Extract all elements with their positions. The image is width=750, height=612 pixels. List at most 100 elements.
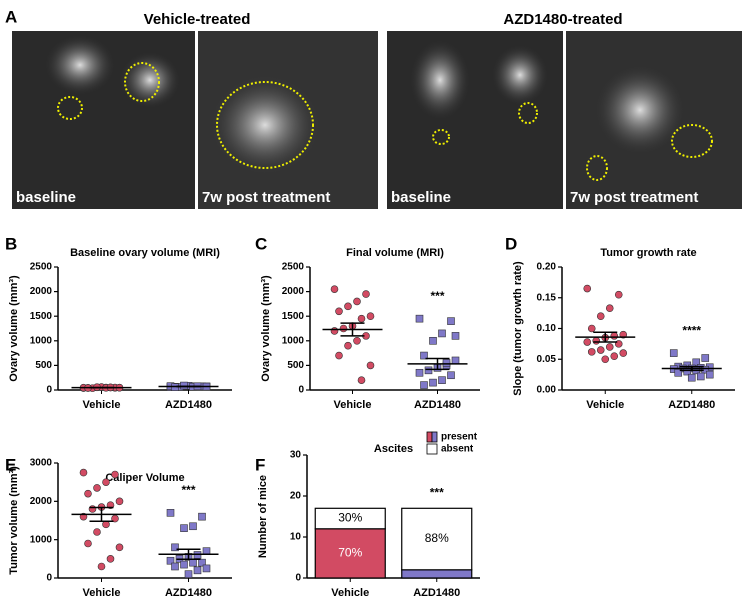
legend-label: present bbox=[441, 432, 478, 443]
image-label: baseline bbox=[391, 189, 451, 206]
y-tick-label: 1500 bbox=[282, 311, 305, 322]
data-point bbox=[584, 285, 591, 292]
y-tick-label: 0.05 bbox=[537, 354, 557, 365]
data-point bbox=[85, 490, 92, 497]
y-axis-label: Ovary volume (mm³) bbox=[8, 275, 20, 382]
y-tick-label: 1000 bbox=[282, 335, 305, 346]
data-point bbox=[107, 555, 114, 562]
panel-letter: D bbox=[505, 234, 517, 253]
data-point bbox=[336, 308, 343, 315]
x-tick-label: AZD1480 bbox=[165, 587, 212, 599]
y-tick-label: 0.10 bbox=[537, 323, 557, 334]
x-tick-label: AZD1480 bbox=[414, 399, 461, 411]
panel-letter: F bbox=[255, 455, 265, 474]
data-point bbox=[94, 529, 101, 536]
data-point bbox=[98, 563, 105, 570]
y-tick-label: 20 bbox=[290, 491, 302, 502]
data-point bbox=[116, 544, 123, 551]
data-point bbox=[345, 342, 352, 349]
data-point bbox=[593, 337, 600, 344]
data-point bbox=[611, 332, 618, 339]
data-point bbox=[588, 348, 595, 355]
x-tick-label: Vehicle bbox=[83, 587, 121, 599]
data-point bbox=[340, 325, 347, 332]
y-tick-label: 1000 bbox=[30, 335, 53, 346]
x-tick-label: Vehicle bbox=[331, 587, 369, 599]
group-title: Vehicle-treated bbox=[144, 11, 251, 28]
data-point bbox=[606, 305, 613, 312]
data-point bbox=[706, 371, 713, 378]
data-point bbox=[615, 291, 622, 298]
significance: *** bbox=[430, 485, 444, 499]
data-point bbox=[584, 339, 591, 346]
data-point bbox=[167, 509, 174, 516]
data-point bbox=[116, 498, 123, 505]
image-label: baseline bbox=[16, 189, 76, 206]
data-point bbox=[620, 350, 627, 357]
data-point bbox=[331, 327, 338, 334]
data-point bbox=[688, 374, 695, 381]
data-point bbox=[452, 357, 459, 364]
data-point bbox=[606, 343, 613, 350]
data-point bbox=[421, 382, 428, 389]
y-tick-label: 0 bbox=[295, 573, 301, 584]
data-point bbox=[439, 330, 446, 337]
panel-letter: B bbox=[5, 234, 17, 253]
y-tick-label: 0 bbox=[46, 385, 52, 396]
data-point bbox=[430, 337, 437, 344]
data-point bbox=[80, 469, 87, 476]
x-tick-label: AZD1480 bbox=[165, 399, 212, 411]
y-tick-label: 2500 bbox=[282, 262, 305, 273]
data-point bbox=[367, 362, 374, 369]
bar-segment bbox=[402, 570, 472, 578]
y-tick-label: 0 bbox=[298, 385, 304, 396]
data-point bbox=[190, 523, 197, 530]
x-tick-label: Vehicle bbox=[586, 399, 624, 411]
y-tick-label: 500 bbox=[35, 360, 52, 371]
y-tick-label: 3000 bbox=[30, 458, 53, 469]
data-point bbox=[331, 286, 338, 293]
segment-label: 30% bbox=[338, 511, 362, 525]
data-point bbox=[336, 352, 343, 359]
y-tick-label: 10 bbox=[290, 532, 302, 543]
data-point bbox=[597, 347, 604, 354]
data-point bbox=[367, 313, 374, 320]
data-point bbox=[416, 369, 423, 376]
y-tick-label: 0 bbox=[46, 573, 52, 584]
y-tick-label: 2500 bbox=[30, 262, 53, 273]
y-tick-label: 2000 bbox=[30, 496, 53, 507]
data-point bbox=[448, 372, 455, 379]
data-point bbox=[697, 373, 704, 380]
data-point bbox=[89, 506, 96, 513]
data-point bbox=[181, 561, 188, 568]
x-tick-label: Vehicle bbox=[83, 399, 121, 411]
x-tick-label: AZD1480 bbox=[668, 399, 715, 411]
data-point bbox=[597, 313, 604, 320]
x-tick-label: AZD1480 bbox=[413, 587, 460, 599]
data-point bbox=[358, 377, 365, 384]
chart-title: Ascites bbox=[374, 443, 413, 455]
y-tick-label: 2000 bbox=[282, 286, 305, 297]
segment-label: 88% bbox=[425, 531, 449, 545]
data-point bbox=[194, 552, 201, 559]
data-point bbox=[443, 359, 450, 366]
group-title: AZD1480-treated bbox=[503, 11, 622, 28]
legend-swatch bbox=[427, 432, 432, 442]
image-label: 7w post treatment bbox=[570, 189, 698, 206]
chart-title: Baseline ovary volume (MRI) bbox=[70, 247, 220, 259]
data-point bbox=[358, 315, 365, 322]
data-point bbox=[439, 377, 446, 384]
chart-title: Final volume (MRI) bbox=[346, 247, 444, 259]
data-point bbox=[670, 350, 677, 357]
mri-images bbox=[12, 31, 742, 209]
data-point bbox=[602, 356, 609, 363]
data-point bbox=[611, 353, 618, 360]
panel-letter: A bbox=[5, 7, 17, 26]
y-tick-label: 2000 bbox=[30, 286, 53, 297]
data-point bbox=[181, 525, 188, 532]
data-point bbox=[190, 559, 197, 566]
y-axis-label: Tumor volume (mm³) bbox=[8, 466, 20, 575]
data-point bbox=[425, 367, 432, 374]
data-point bbox=[185, 571, 192, 578]
